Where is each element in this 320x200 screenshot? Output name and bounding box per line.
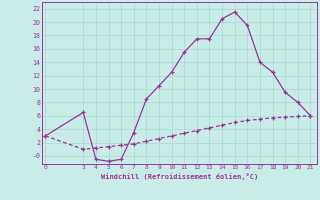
X-axis label: Windchill (Refroidissement éolien,°C): Windchill (Refroidissement éolien,°C)	[100, 173, 258, 180]
